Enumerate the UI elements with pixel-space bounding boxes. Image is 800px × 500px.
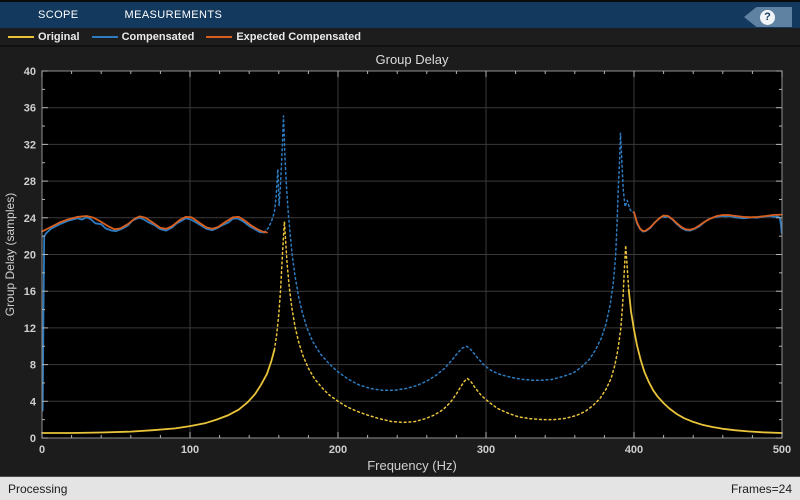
compensated-line-swatch <box>91 35 118 38</box>
y-tick-label: 24 <box>24 213 37 225</box>
expected-compensated-line-swatch <box>206 35 233 38</box>
original-line-swatch <box>8 35 34 38</box>
y-tick-label: 20 <box>24 250 36 262</box>
y-tick-label: 4 <box>30 396 37 408</box>
series-compensated <box>41 216 265 412</box>
legend-bar: Original Compensated Expected Compensate… <box>0 28 800 47</box>
status-bar: Processing Frames=24 <box>0 476 800 500</box>
x-tick-label: 0 <box>39 444 45 456</box>
x-tick-label: 300 <box>477 444 495 456</box>
y-tick-label: 28 <box>24 176 36 188</box>
y-tick-label: 36 <box>24 103 36 115</box>
y-axis-label: Group Delay (samples) <box>3 193 17 316</box>
y-tick-label: 12 <box>24 323 36 335</box>
y-tick-label: 16 <box>24 286 36 298</box>
legend-item-expected-compensated[interactable]: Expected Compensated <box>206 31 361 43</box>
legend-item-original[interactable]: Original <box>8 31 80 43</box>
x-tick-label: 100 <box>181 444 199 456</box>
group-delay-chart[interactable]: 0 100 200 300 400 500 0 4 8 12 16 20 24 28 32 36 40 Frequ… <box>0 47 800 476</box>
x-tick-label: 400 <box>625 444 643 456</box>
legend-item-compensated[interactable]: Compensated <box>91 30 195 43</box>
series-compensated <box>263 115 635 392</box>
y-tick-label: 0 <box>30 433 36 445</box>
legend-label-original: Original <box>38 30 80 43</box>
y-tick-label: 8 <box>30 360 36 372</box>
x-axis-label: Frequency (Hz) <box>367 458 457 473</box>
x-tick-label: 500 <box>773 444 791 456</box>
y-tick-label: 40 <box>24 66 36 78</box>
legend-label-expected-compensated: Expected Compensated <box>236 30 362 43</box>
help-icon: ? <box>760 9 775 25</box>
series-original <box>273 220 630 424</box>
tab-scope[interactable]: SCOPE <box>38 9 79 21</box>
plot-panel: Group Delay 0 100 200 300 400 500 0 4 8 12 16 20 24 2… <box>0 47 800 476</box>
x-tick-label: 200 <box>329 444 347 456</box>
frames-counter: Frames=24 <box>730 481 792 496</box>
tab-measurements[interactable]: MEASUREMENTS <box>124 9 223 21</box>
series-expected-compensated <box>41 215 268 234</box>
toolstrip-tabbar: SCOPE MEASUREMENTS ? <box>0 0 800 28</box>
series-expected-compensated <box>633 211 783 232</box>
legend-label-compensated: Compensated <box>121 30 195 43</box>
series-original <box>627 288 783 434</box>
series-original <box>41 349 276 434</box>
status-message: Processing <box>8 481 68 496</box>
help-button[interactable]: ? <box>744 7 792 27</box>
plot-title: Group Delay <box>375 52 449 67</box>
y-tick-label: 32 <box>24 139 36 151</box>
